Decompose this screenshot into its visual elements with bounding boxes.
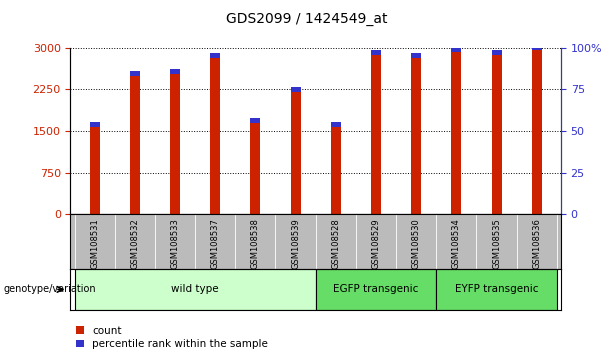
Bar — [291, 92, 300, 214]
Text: GSM108529: GSM108529 — [371, 218, 381, 269]
Bar — [411, 58, 421, 214]
Text: GSM108536: GSM108536 — [532, 218, 541, 269]
Bar — [316, 269, 436, 310]
Text: wild type: wild type — [171, 284, 219, 295]
Bar — [531, 45, 542, 50]
Bar — [451, 47, 462, 52]
Bar — [89, 126, 100, 214]
Bar — [75, 269, 316, 310]
Bar — [170, 74, 180, 214]
Text: GSM108533: GSM108533 — [170, 218, 180, 269]
Bar — [331, 127, 341, 214]
Bar — [531, 50, 542, 214]
Bar — [371, 50, 381, 55]
Bar — [291, 87, 300, 92]
Bar — [210, 58, 220, 214]
Text: GSM108528: GSM108528 — [331, 218, 340, 269]
Text: EYFP transgenic: EYFP transgenic — [455, 284, 538, 295]
Bar — [210, 53, 220, 58]
Text: EGFP transgenic: EGFP transgenic — [333, 284, 419, 295]
Text: GSM108532: GSM108532 — [131, 218, 139, 269]
Bar — [492, 50, 501, 55]
Legend: count, percentile rank within the sample: count, percentile rank within the sample — [75, 326, 268, 349]
Bar — [371, 55, 381, 214]
Text: GSM108539: GSM108539 — [291, 218, 300, 269]
Bar — [436, 269, 557, 310]
Bar — [492, 55, 501, 214]
Bar — [250, 118, 261, 123]
Bar — [331, 122, 341, 127]
Text: GSM108530: GSM108530 — [412, 218, 421, 269]
Bar — [130, 75, 140, 214]
Bar — [130, 70, 140, 75]
Text: GSM108531: GSM108531 — [90, 218, 99, 269]
Text: genotype/variation: genotype/variation — [3, 284, 96, 295]
Bar — [411, 53, 421, 58]
Text: GSM108537: GSM108537 — [211, 218, 219, 269]
Bar — [451, 52, 462, 214]
Bar — [89, 121, 100, 126]
Bar — [250, 123, 261, 214]
Text: GSM108538: GSM108538 — [251, 218, 260, 269]
Text: GSM108534: GSM108534 — [452, 218, 461, 269]
Text: GSM108535: GSM108535 — [492, 218, 501, 269]
Text: GDS2099 / 1424549_at: GDS2099 / 1424549_at — [226, 12, 387, 27]
Bar — [170, 69, 180, 74]
